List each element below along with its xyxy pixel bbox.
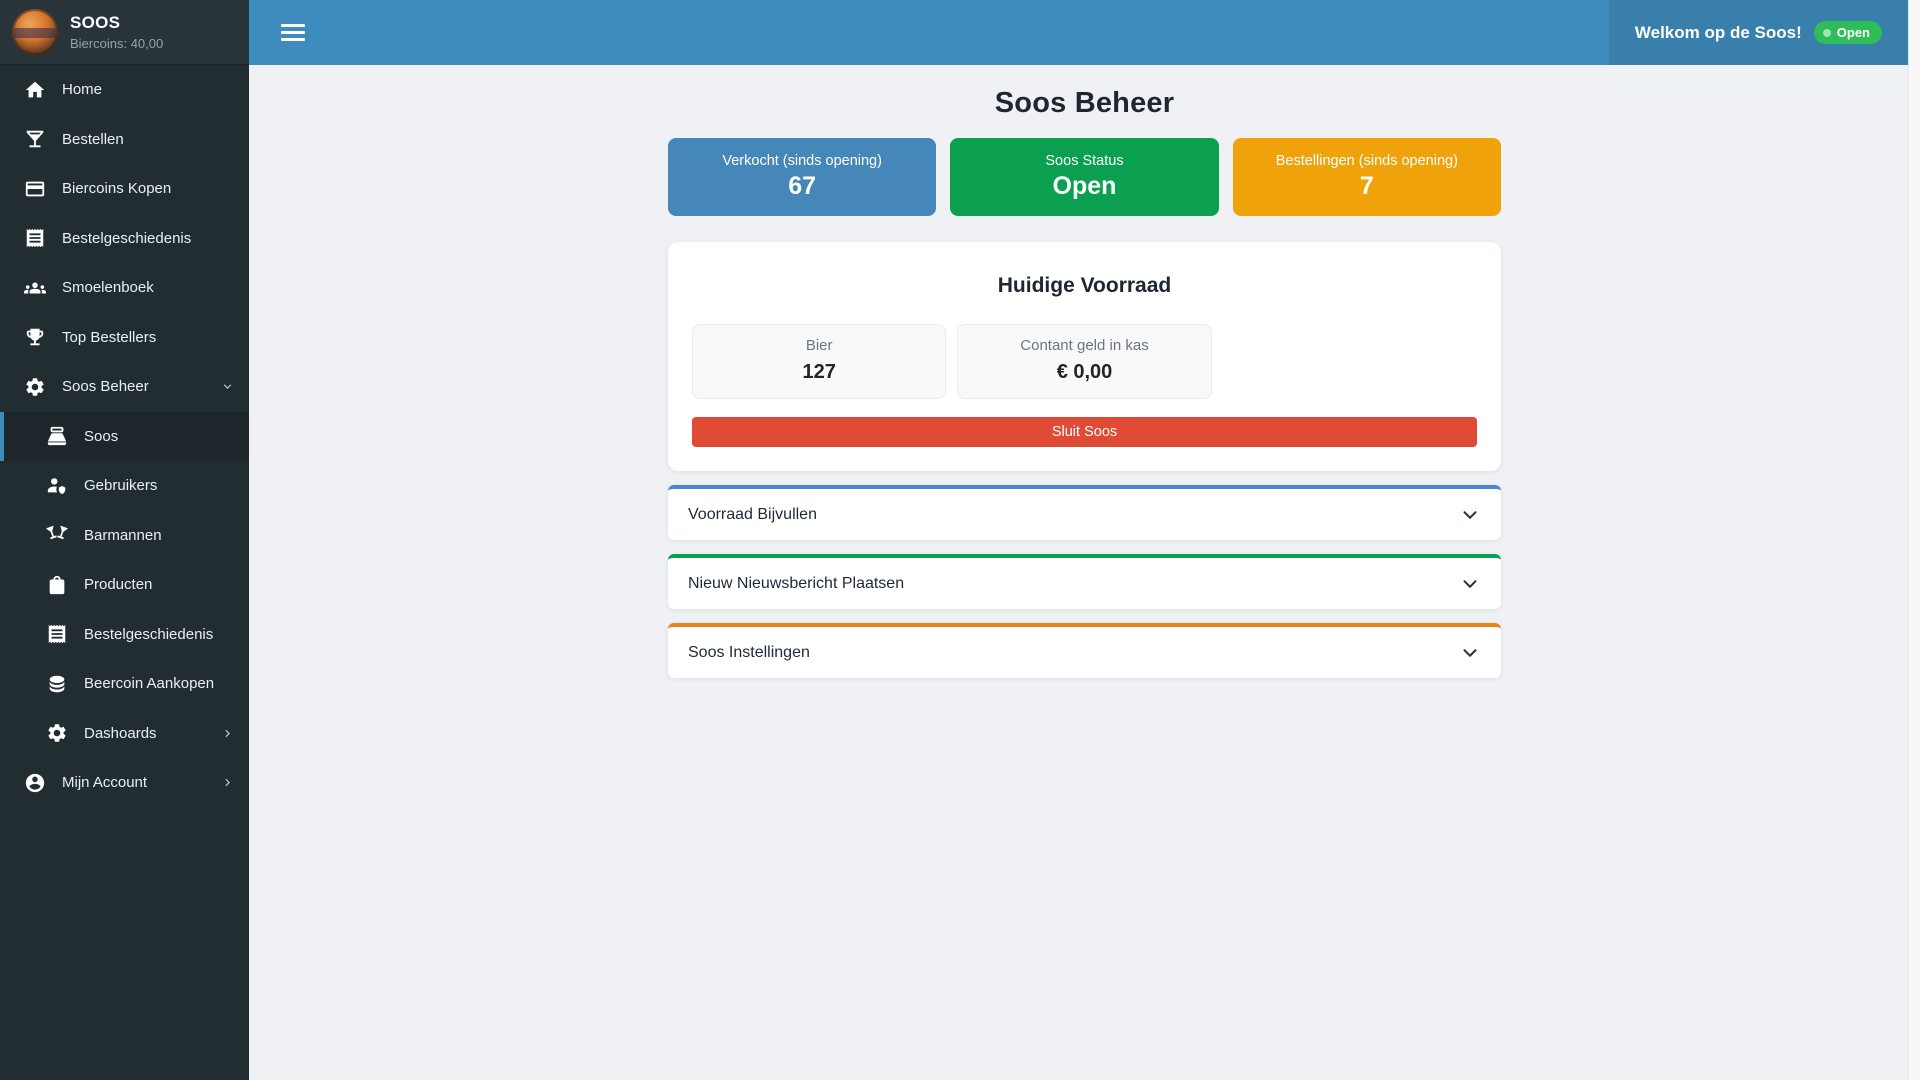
stat-label: Soos Status bbox=[1045, 153, 1124, 169]
gear-icon bbox=[46, 722, 68, 744]
sidebar-item-label: Barmannen bbox=[84, 526, 162, 544]
status-badge: Open bbox=[1813, 21, 1882, 44]
sidebar-item-label: Soos Beheer bbox=[62, 378, 149, 396]
sidebar-subitem-soos[interactable]: Soos bbox=[0, 411, 249, 461]
sidebar-item-bestellen[interactable]: Bestellen bbox=[0, 115, 249, 165]
sidebar-brand: SOOS Biercoins: 40,00 bbox=[0, 0, 249, 65]
cocktail-icon bbox=[24, 128, 46, 150]
stat-card-verkocht: Verkocht (sinds opening) 67 bbox=[668, 138, 937, 216]
cheers-glasses-icon bbox=[46, 524, 68, 546]
sidebar-subitem-beercoin-aankopen[interactable]: Beercoin Aankopen bbox=[0, 659, 249, 709]
sidebar-item-label: Bestellen bbox=[62, 130, 124, 148]
stat-value: Open bbox=[1052, 172, 1117, 200]
stat-label: Bestellingen (sinds opening) bbox=[1275, 153, 1458, 169]
sidebar-subitem-gebruikers[interactable]: Gebruikers bbox=[0, 461, 249, 511]
stock-value: 127 bbox=[802, 361, 836, 383]
sidebar-item-smoelenboek[interactable]: Smoelenboek bbox=[0, 263, 249, 313]
sidebar-item-bestelgeschiedenis[interactable]: Bestelgeschiedenis bbox=[0, 214, 249, 264]
sidebar-subitem-bestelgeschiedenis[interactable]: Bestelgeschiedenis bbox=[0, 610, 249, 660]
chevron-right-icon bbox=[220, 775, 235, 790]
stock-row: Bier 127 Contant geld in kas € 0,00 bbox=[692, 324, 1477, 399]
main-region: Welkom op de Soos! Open Soos Beheer Verk… bbox=[249, 0, 1920, 1080]
stat-value: 7 bbox=[1359, 172, 1374, 200]
sidebar-item-label: Home bbox=[62, 81, 103, 99]
accordion-voorraad-bijvullen[interactable]: Voorraad Bijvullen bbox=[668, 485, 1501, 540]
accordion-nieuw-nieuwsbericht[interactable]: Nieuw Nieuwsbericht Plaatsen bbox=[668, 554, 1501, 609]
app-logo bbox=[12, 9, 58, 55]
content: Soos Beheer Verkocht (sinds opening) 67 … bbox=[249, 65, 1920, 1080]
chevron-right-icon bbox=[220, 726, 235, 741]
receipt-icon bbox=[24, 227, 46, 249]
credit-card-icon bbox=[24, 178, 46, 200]
sidebar-item-label: Top Bestellers bbox=[62, 328, 157, 346]
stat-card-bestellingen: Bestellingen (sinds opening) 7 bbox=[1232, 138, 1501, 216]
account-circle-icon bbox=[24, 772, 46, 794]
stat-value: 67 bbox=[788, 172, 817, 200]
sidebar-item-top-bestellers[interactable]: Top Bestellers bbox=[0, 313, 249, 363]
stock-label: Bier bbox=[805, 337, 833, 354]
sidebar-item-soos-beheer[interactable]: Soos Beheer bbox=[0, 362, 249, 412]
home-icon bbox=[24, 79, 46, 101]
shopping-bag-icon bbox=[46, 574, 68, 596]
sidebar-item-label: Beercoin Aankopen bbox=[84, 675, 215, 693]
stat-cards: Verkocht (sinds opening) 67 Soos Status … bbox=[668, 138, 1501, 216]
stat-label: Verkocht (sinds opening) bbox=[722, 153, 882, 169]
sidebar: SOOS Biercoins: 40,00 Home Bestellen Bie… bbox=[0, 0, 249, 1080]
biercoins-balance: Biercoins: 40,00 bbox=[70, 35, 164, 51]
hamburger-menu-icon[interactable] bbox=[281, 20, 305, 45]
trophy-icon bbox=[24, 326, 46, 348]
status-dot-icon bbox=[1822, 28, 1831, 37]
chevron-down-icon bbox=[1459, 573, 1481, 595]
sidebar-item-label: Biercoins Kopen bbox=[62, 180, 172, 198]
user-shield-icon bbox=[46, 475, 68, 497]
accordion-label: Nieuw Nieuwsbericht Plaatsen bbox=[688, 574, 905, 592]
accordion-label: Voorraad Bijvullen bbox=[688, 505, 817, 523]
sidebar-subitem-producten[interactable]: Producten bbox=[0, 560, 249, 610]
sluit-soos-button[interactable]: Sluit Soos bbox=[692, 417, 1477, 447]
stat-card-soos-status: Soos Status Open bbox=[950, 138, 1219, 216]
chevron-down-icon bbox=[1459, 642, 1481, 664]
stock-box-contant-geld: Contant geld in kas € 0,00 bbox=[957, 324, 1212, 399]
sidebar-subitem-dashoards[interactable]: Dashoards bbox=[0, 709, 249, 759]
huidige-voorraad-card: Huidige Voorraad Bier 127 Contant geld i… bbox=[668, 242, 1501, 471]
card-title: Huidige Voorraad bbox=[997, 274, 1172, 297]
coins-icon bbox=[46, 673, 68, 695]
cash-register-icon bbox=[46, 425, 68, 447]
stock-label: Contant geld in kas bbox=[1020, 337, 1149, 354]
sidebar-item-label: Smoelenboek bbox=[62, 279, 154, 297]
accordion-soos-instellingen[interactable]: Soos Instellingen bbox=[668, 623, 1501, 678]
sidebar-menu: Home Bestellen Biercoins Kopen Bestelges… bbox=[0, 65, 249, 808]
topbar-user-panel: Welkom op de Soos! Open bbox=[1608, 0, 1908, 65]
sidebar-item-label: Soos bbox=[84, 427, 119, 445]
page-scrollbar[interactable] bbox=[1908, 0, 1920, 1080]
chevron-down-icon bbox=[1459, 504, 1481, 526]
topbar: Welkom op de Soos! Open bbox=[249, 0, 1920, 65]
receipt-icon bbox=[46, 623, 68, 645]
sidebar-item-label: Bestelgeschiedenis bbox=[62, 229, 192, 247]
sidebar-item-label: Gebruikers bbox=[84, 477, 158, 495]
sidebar-item-mijn-account[interactable]: Mijn Account bbox=[0, 758, 249, 808]
chevron-down-icon bbox=[220, 379, 235, 394]
sidebar-item-label: Dashoards bbox=[84, 724, 157, 742]
accordion-label: Soos Instellingen bbox=[688, 643, 810, 661]
stock-value: € 0,00 bbox=[1056, 361, 1113, 383]
sidebar-subitem-barmannen[interactable]: Barmannen bbox=[0, 511, 249, 561]
status-badge-label: Open bbox=[1836, 25, 1870, 40]
welcome-text: Welkom op de Soos! bbox=[1634, 22, 1802, 42]
people-group-icon bbox=[24, 277, 46, 299]
stock-box-bier: Bier 127 bbox=[692, 324, 947, 399]
sidebar-item-label: Bestelgeschiedenis bbox=[84, 625, 214, 643]
sidebar-item-home[interactable]: Home bbox=[0, 65, 249, 115]
brand-title: SOOS bbox=[70, 13, 121, 33]
gear-icon bbox=[24, 376, 46, 398]
page-title: Soos Beheer bbox=[994, 87, 1175, 119]
sidebar-item-biercoins-kopen[interactable]: Biercoins Kopen bbox=[0, 164, 249, 214]
sidebar-item-label: Producten bbox=[84, 576, 153, 594]
sidebar-item-label: Mijn Account bbox=[62, 774, 148, 792]
